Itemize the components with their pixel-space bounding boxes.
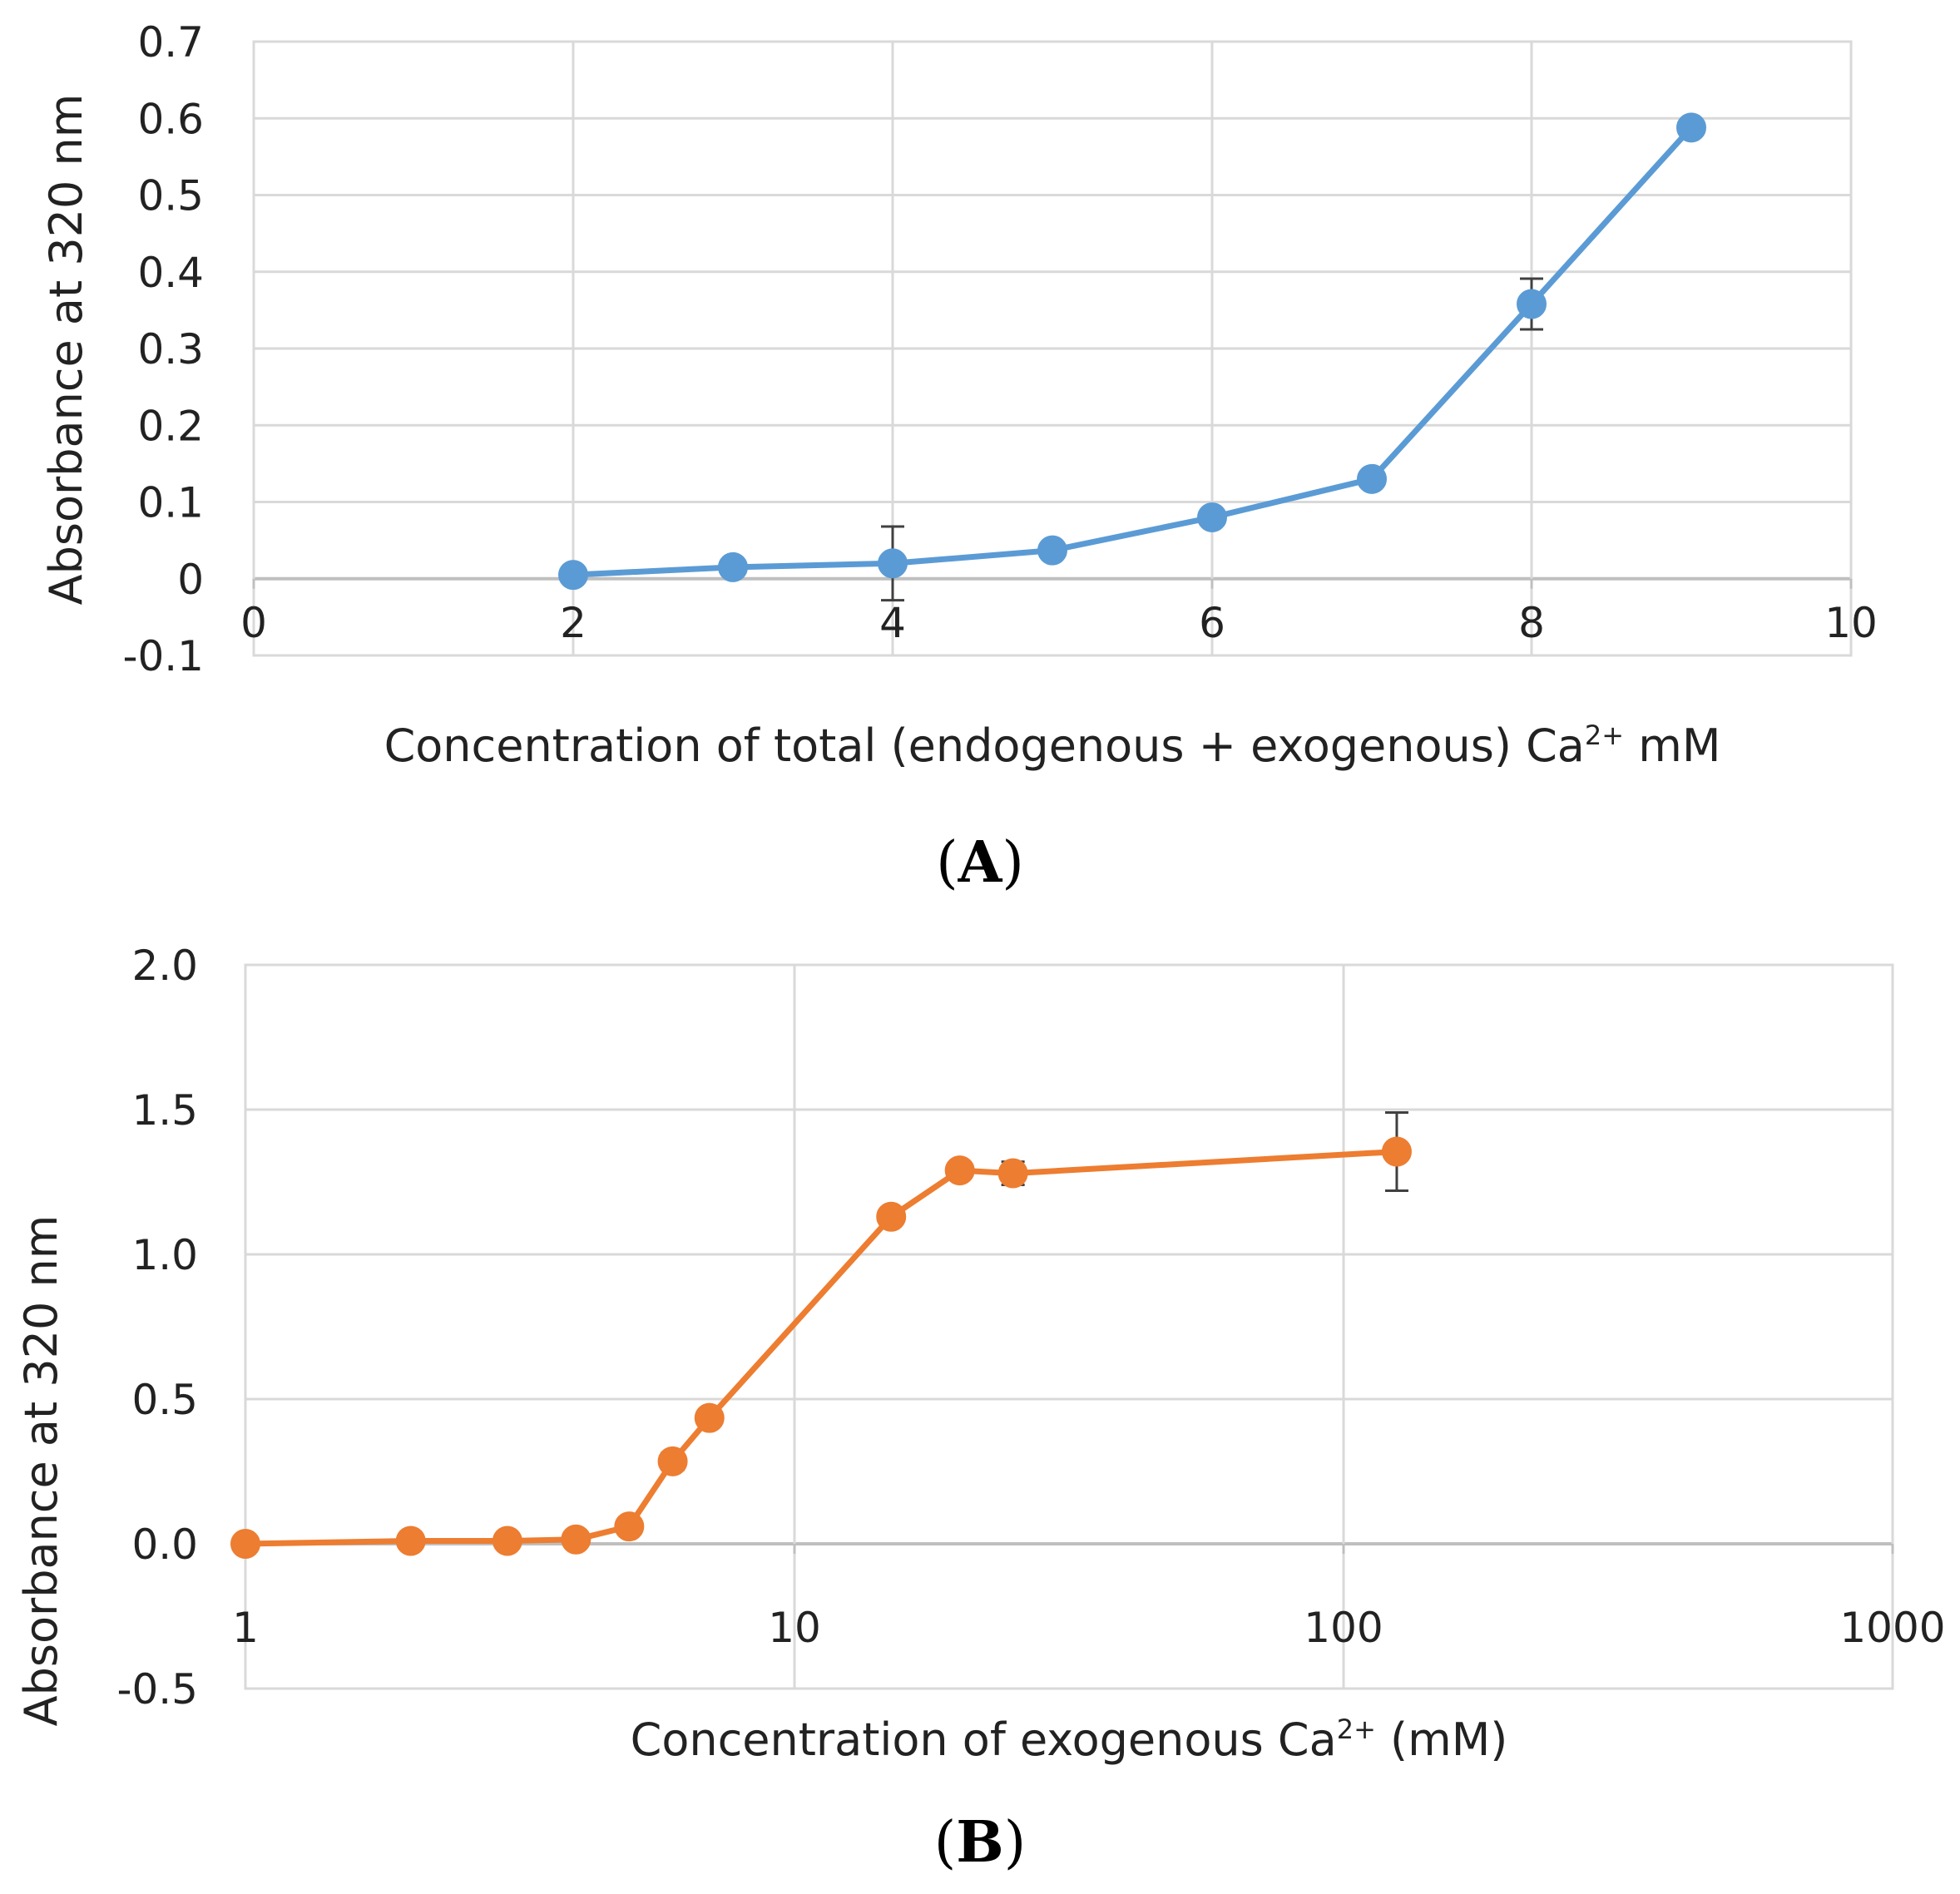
- data-points-b: [230, 1136, 1412, 1559]
- panel-label-a-letter: A: [958, 829, 1003, 896]
- series-line: [572, 125, 1694, 578]
- gridlines-a: [252, 40, 1853, 657]
- chart-panel-b: -0.5 0.0 0.5 1.0 1.5 2.0 1 10 100 1000 Absorbanc…: [15, 942, 1946, 1876]
- data-point: [1381, 1136, 1412, 1167]
- x-tick-label: 10: [768, 1604, 821, 1652]
- x-tick-label: 6: [1199, 599, 1225, 647]
- y-tick-label: 2.0: [131, 942, 198, 990]
- y-axis-title-b: Absorbance at 320 nm: [15, 1215, 67, 1727]
- y-tick-label: 0.3: [137, 325, 204, 373]
- y-tick-label: 0.4: [137, 249, 204, 297]
- x-axis-title-b: Concentration of exogenous Ca2+ (mM): [631, 1714, 1508, 1766]
- x-axis-title-a: Concentration of total (endogenous + exo…: [384, 720, 1721, 772]
- panel-label-b-close: ): [1004, 1810, 1027, 1876]
- x-tick-labels-a: 0 2 4 6 8 10: [240, 599, 1878, 647]
- y-tick-label: 1.0: [131, 1231, 198, 1279]
- x-axis-title-b-suffix: (mM): [1376, 1714, 1508, 1766]
- series-line-a: [572, 125, 1694, 578]
- data-point: [694, 1402, 725, 1433]
- panel-label-b-letter: B: [956, 1809, 1003, 1876]
- x-tick-label: 2: [560, 599, 587, 647]
- y-tick-label: 0.1: [137, 479, 204, 527]
- y-tick-labels-a: -0.1 0 0.1 0.2 0.3 0.4 0.5 0.6 0.7: [122, 18, 204, 680]
- x-tick-label: 8: [1518, 599, 1545, 647]
- panel-label-a-open: (: [936, 830, 958, 896]
- data-point: [1037, 535, 1067, 566]
- x-axis-title-a-sup: 2+: [1585, 720, 1624, 751]
- plot-area-b: [244, 963, 1894, 1690]
- y-tick-label: 1.5: [131, 1086, 198, 1135]
- x-axis-title-a-main: Concentration of total (endogenous + exo…: [384, 720, 1585, 772]
- chart-panel-a: -0.1 0 0.1 0.2 0.3 0.4 0.5 0.6 0.7 0 2 4 6 8 10 Absor…: [40, 18, 1878, 896]
- panel-label-b: (B): [934, 1809, 1027, 1876]
- x-tick-label: 0: [240, 599, 267, 647]
- x-axis-title-a-suffix: mM: [1624, 720, 1720, 772]
- x-axis-title-b-sup: 2+: [1337, 1714, 1376, 1745]
- panel-label-a-close: ): [1002, 830, 1024, 896]
- x-tick-label: 10: [1824, 599, 1878, 647]
- y-tick-label: -0.1: [122, 632, 204, 680]
- data-point: [718, 551, 748, 582]
- data-point: [997, 1158, 1028, 1189]
- data-point: [657, 1446, 688, 1476]
- x-axis-title-b-main: Concentration of exogenous Ca: [631, 1714, 1337, 1766]
- data-point: [492, 1526, 522, 1556]
- x-tick-labels-b: 1 10 100 1000: [232, 1604, 1946, 1652]
- data-points-a: [558, 112, 1706, 591]
- data-point: [1676, 112, 1706, 143]
- data-point: [230, 1529, 260, 1559]
- y-tick-label: 0.6: [137, 95, 204, 143]
- y-axis-title-a: Absorbance at 320 nm: [40, 94, 92, 606]
- panel-label-b-open: (: [934, 1810, 957, 1876]
- y-tick-label: 0.5: [131, 1376, 198, 1424]
- data-point: [561, 1524, 591, 1555]
- data-point: [614, 1511, 645, 1542]
- y-tick-label: 0.0: [131, 1521, 198, 1569]
- x-tick-label: 4: [879, 599, 906, 647]
- panel-label-a: (A): [936, 829, 1024, 896]
- data-point: [1197, 502, 1227, 532]
- x-tick-label: 1: [232, 1604, 259, 1652]
- data-point: [1517, 289, 1547, 319]
- data-point: [395, 1526, 426, 1556]
- x-tick-label: 100: [1304, 1604, 1383, 1652]
- y-tick-label: 0.5: [137, 172, 204, 220]
- data-point: [944, 1155, 975, 1186]
- data-point: [1357, 463, 1387, 494]
- y-tick-labels-b: -0.5 0.0 0.5 1.0 1.5 2.0: [116, 942, 198, 1714]
- y-tick-label: 0.7: [137, 18, 204, 67]
- y-tick-label: 0.2: [137, 402, 204, 450]
- y-tick-label: -0.5: [116, 1665, 198, 1714]
- y-tick-label: 0: [177, 556, 204, 604]
- x-tick-label: 1000: [1839, 1604, 1945, 1652]
- data-point: [558, 560, 588, 591]
- data-point: [878, 548, 908, 579]
- data-point: [876, 1201, 907, 1232]
